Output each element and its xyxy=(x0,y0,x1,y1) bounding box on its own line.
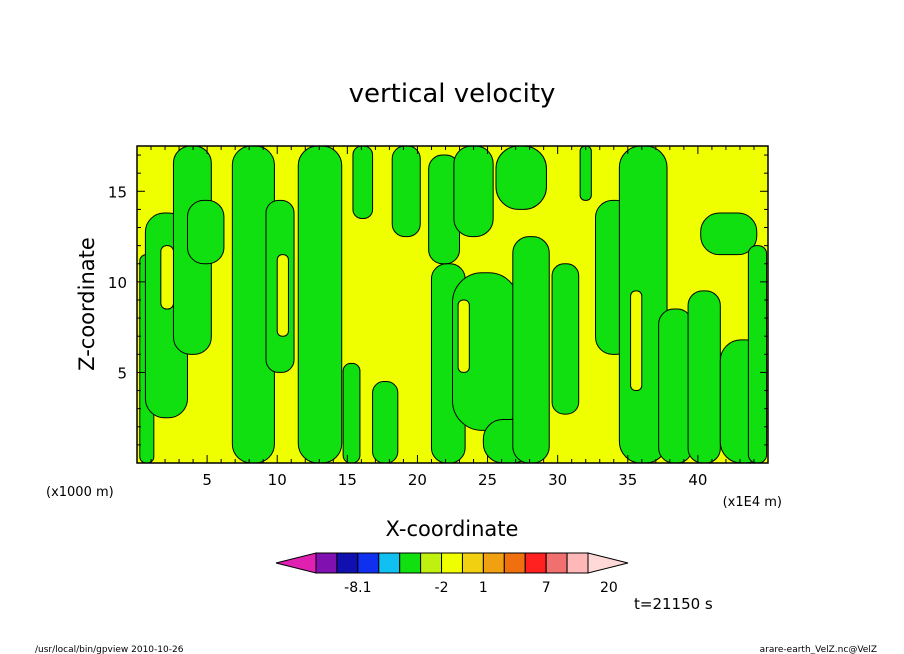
colorbar-label: -8.1 xyxy=(344,580,371,596)
green-region xyxy=(658,308,693,463)
contour-regions xyxy=(139,146,768,463)
green-region xyxy=(342,362,361,463)
colorbar-segment xyxy=(357,552,380,574)
green-region xyxy=(579,146,592,201)
colorbar-segment xyxy=(315,552,338,574)
colorbar-label: 1 xyxy=(479,580,488,596)
yellow-region xyxy=(630,290,643,392)
x-unit-right-label: (x1E4 m) xyxy=(723,495,782,510)
y-axis-label: Z-coordinate xyxy=(75,237,99,371)
plot-area xyxy=(136,145,769,464)
y-tick-label: 10 xyxy=(108,274,127,292)
colorbar-segment xyxy=(524,552,547,574)
yellow-region xyxy=(160,245,174,310)
colorbar-segment xyxy=(545,552,568,574)
green-region xyxy=(512,236,550,463)
green-region xyxy=(352,146,374,219)
colorbar-label: 20 xyxy=(600,580,618,596)
chart-title: vertical velocity xyxy=(349,79,556,109)
colorbar-label: -2 xyxy=(435,580,449,596)
x-tick-label: 25 xyxy=(478,471,497,489)
x-axis-label: X-coordinate xyxy=(386,517,519,541)
y-axis-ticks: 5 10 15 xyxy=(108,154,768,446)
yellow-region xyxy=(457,299,470,373)
green-region xyxy=(700,212,758,256)
colorbar-segment xyxy=(566,552,589,574)
x-unit-left-label: (x1000 m) xyxy=(46,485,114,500)
colorbar-segment xyxy=(399,552,422,574)
green-region xyxy=(453,146,494,238)
y-tick-label: 15 xyxy=(108,183,127,201)
green-region xyxy=(391,146,421,238)
green-region xyxy=(495,146,547,210)
colorbar-label: 7 xyxy=(542,580,551,596)
colorbar-low-triangle xyxy=(275,552,317,574)
x-axis-ticks: 5 10 15 20 25 30 35 40 xyxy=(150,146,755,489)
x-tick-label: 20 xyxy=(408,471,427,489)
colorbar-segment xyxy=(420,552,443,574)
footer-right: arare-earth_VelZ.nc@VelZ xyxy=(760,645,877,654)
yellow-region xyxy=(276,254,289,337)
colorbar-segment xyxy=(441,552,463,574)
colorbar-segment xyxy=(503,552,526,574)
plot-frame xyxy=(136,145,769,464)
colorbar-high-triangle xyxy=(587,552,629,574)
green-region xyxy=(551,263,580,415)
colorbar-segment xyxy=(461,552,484,574)
green-region xyxy=(747,245,768,463)
colorbar-labels: -8.1 -2 1 7 20 xyxy=(344,580,618,596)
x-tick-label: 5 xyxy=(202,471,212,489)
colorbar xyxy=(275,552,629,574)
green-region xyxy=(372,380,399,463)
colorbar-segment xyxy=(336,552,359,574)
green-region xyxy=(186,199,225,265)
x-tick-label: 10 xyxy=(268,471,287,489)
green-region xyxy=(297,146,343,463)
x-tick-label: 30 xyxy=(548,471,567,489)
green-region xyxy=(687,290,721,463)
footer-left: /usr/local/bin/gpview 2010-10-26 xyxy=(35,645,184,654)
colorbar-segment xyxy=(482,552,505,574)
time-label: t=21150 s xyxy=(634,595,713,613)
x-tick-label: 15 xyxy=(338,471,357,489)
colorbar-segment xyxy=(378,552,401,574)
x-tick-label: 35 xyxy=(618,471,637,489)
y-tick-label: 5 xyxy=(117,364,127,382)
x-tick-label: 40 xyxy=(688,471,707,489)
